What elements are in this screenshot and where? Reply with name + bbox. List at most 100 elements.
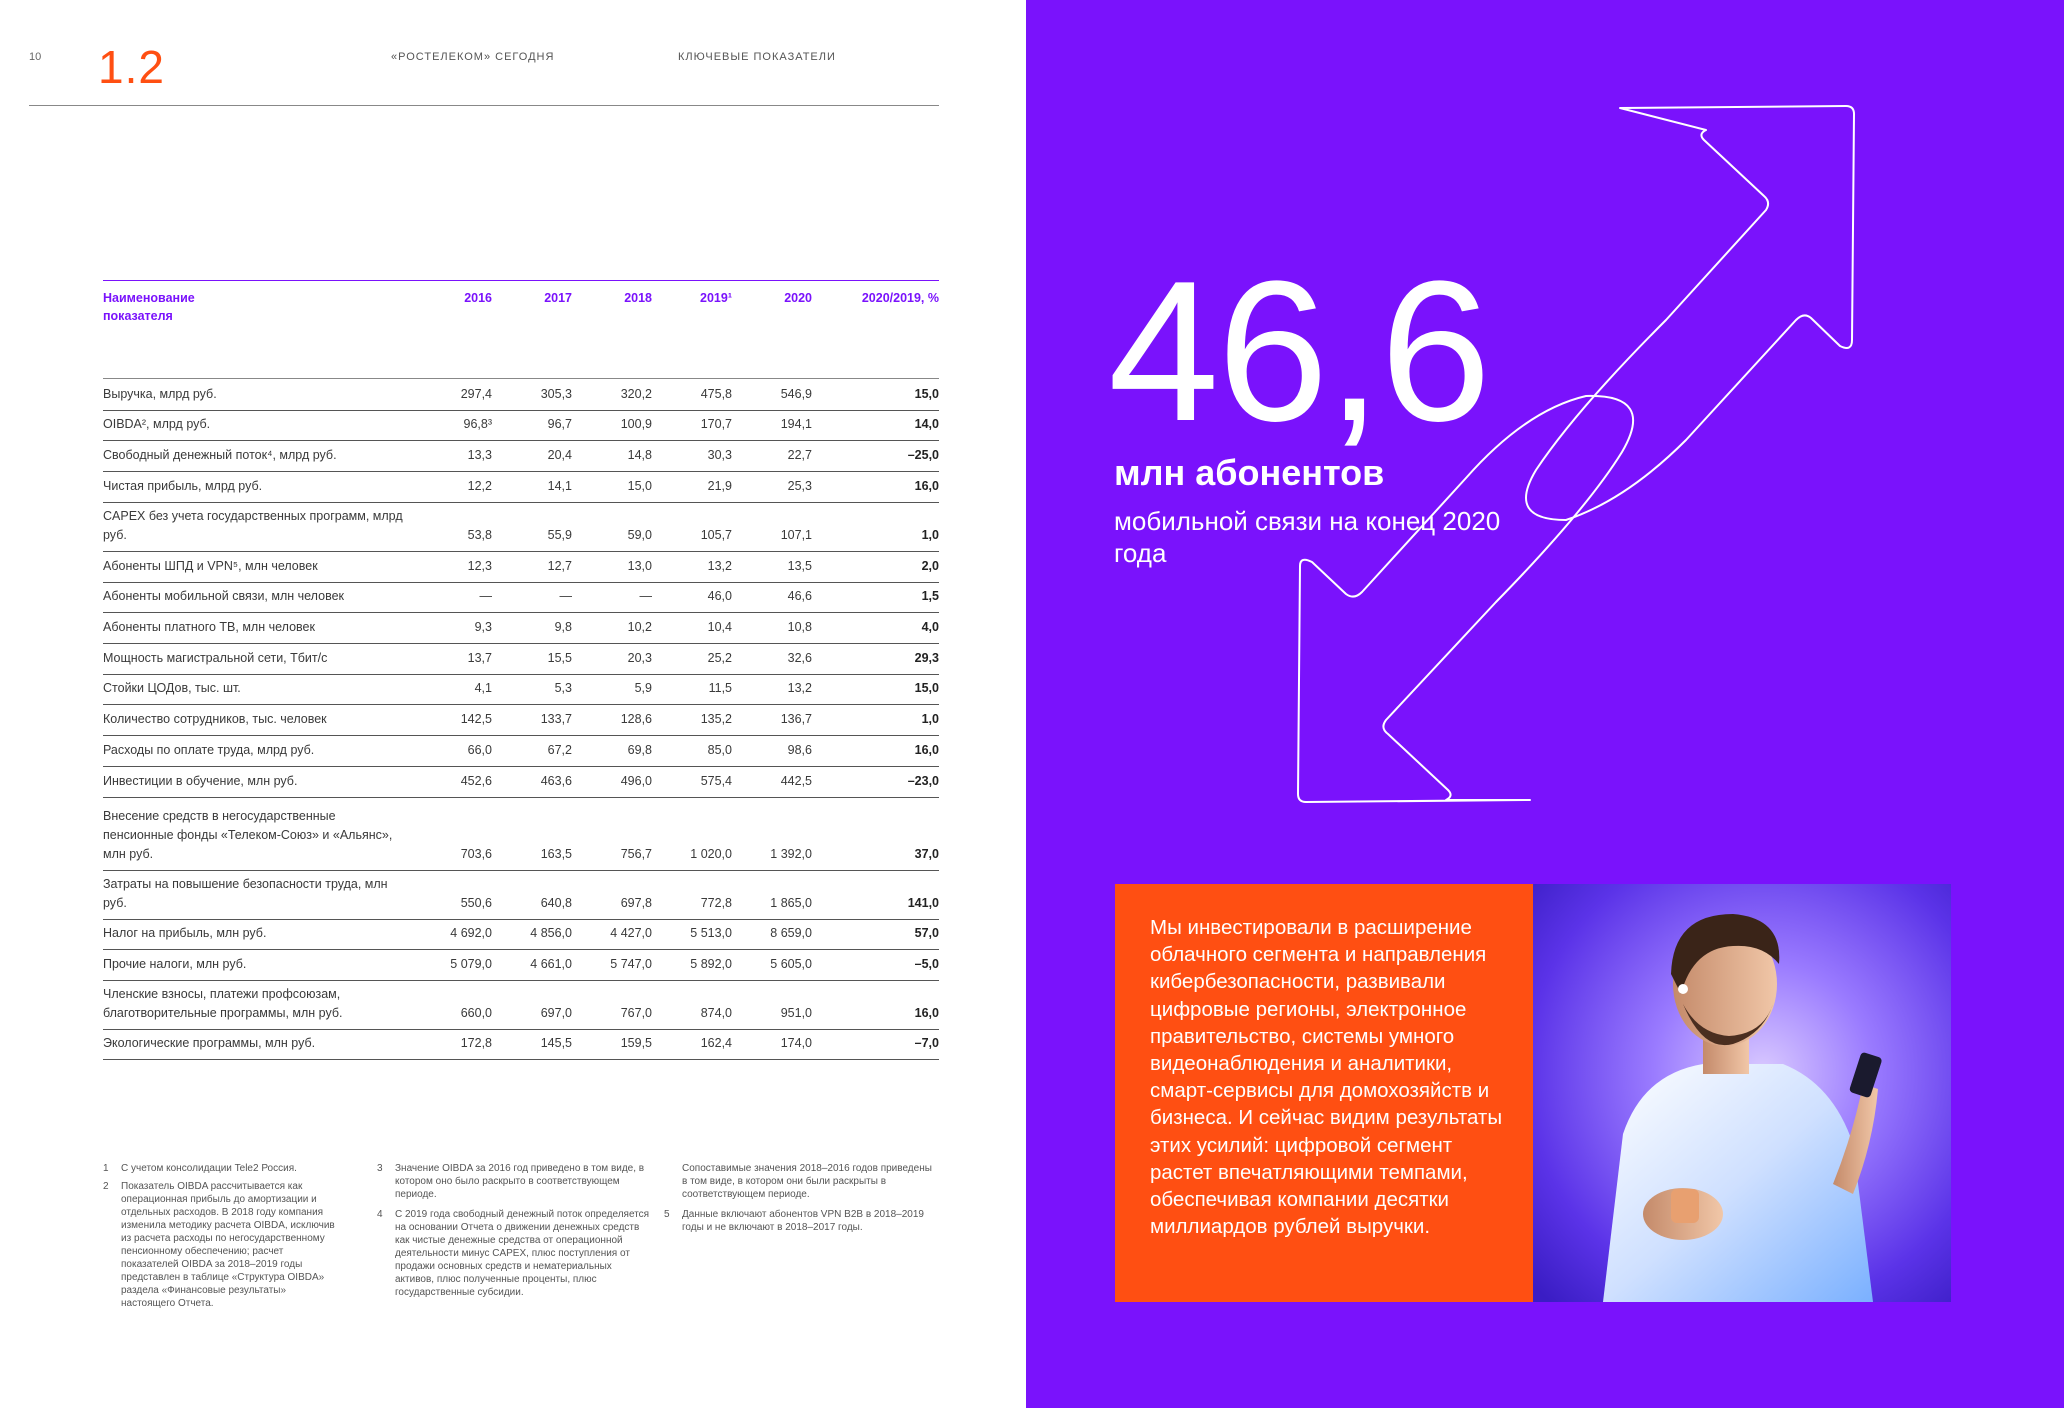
row-value: —	[559, 589, 573, 603]
footnote-number: 2	[103, 1181, 109, 1192]
row-value: 320,2	[620, 387, 652, 401]
row-label: Абоненты платного ТВ, млн человек	[103, 620, 315, 634]
row-value: 20,3	[627, 651, 652, 665]
row-value: 170,7	[700, 417, 732, 431]
row-value: 10,4	[707, 620, 732, 634]
col-header-2017: 2017	[544, 291, 572, 305]
row-value: 142,5	[460, 712, 492, 726]
row-value: 13,0	[627, 559, 652, 573]
row-change-value: 14,0	[914, 417, 939, 431]
row-change-value: 2,0	[921, 559, 939, 573]
row-value: —	[479, 589, 493, 603]
row-value: 13,2	[707, 559, 732, 573]
footnote-text: С учетом консолидации Tele2 Россия.	[121, 1163, 297, 1174]
row-value: 194,1	[780, 417, 812, 431]
table-row: Абоненты ШПД и VPN⁵, млн человек 12,3 12,7…	[103, 552, 939, 583]
row-value: 697,0	[540, 1006, 572, 1020]
section-title-2: КЛЮЧЕВЫЕ ПОКАЗАТЕЛИ	[678, 51, 836, 63]
table-row: CAPEX без учета государственных программ…	[103, 503, 939, 552]
row-value: 135,2	[700, 712, 732, 726]
table-row: Чистая прибыль, млрд руб. 12,2 14,1 15,0 21,…	[103, 472, 939, 503]
row-value: 5 605,0	[770, 957, 812, 971]
row-value: 100,9	[620, 417, 652, 431]
row-value: 53,8	[467, 528, 492, 542]
left-page: 10 1.2 «РОСТЕЛЕКОМ» СЕГОДНЯ КЛЮЧЕВЫЕ ПОК…	[0, 0, 1026, 1408]
row-value: 1 392,0	[770, 847, 812, 861]
table-row: Абоненты платного ТВ, млн человек 9,3 9,8 1…	[103, 613, 939, 644]
row-change-value: 57,0	[914, 926, 939, 940]
col-header-2019: 2019¹	[700, 291, 732, 305]
table-row: Внесение средств в негосударственные пен…	[103, 798, 939, 871]
row-change-value: 15,0	[914, 387, 939, 401]
right-page: 46,6 млн абонентов мобильной связи на ко…	[1026, 0, 2064, 1408]
person-photo	[1533, 884, 1951, 1302]
footnote-number: 3	[377, 1163, 383, 1174]
row-value: 14,1	[547, 479, 572, 493]
row-value: 162,4	[700, 1036, 732, 1050]
row-value: 32,6	[787, 651, 812, 665]
row-value: 13,7	[467, 651, 492, 665]
footnote-text: Значение OIBDA за 2016 год приведено в т…	[395, 1163, 645, 1200]
row-change-value: 1,5	[921, 589, 939, 603]
row-label: Налог на прибыль, млн руб.	[103, 926, 267, 940]
row-change-value: 37,0	[914, 847, 939, 861]
row-value: 452,6	[460, 774, 492, 788]
table-body: Выручка, млрд руб. 297,4 305,3 320,2 475,8 54…	[103, 379, 939, 1060]
row-value: 172,8	[460, 1036, 492, 1050]
row-value: 159,5	[620, 1036, 652, 1050]
row-change-value: 1,0	[921, 528, 939, 542]
row-label: Стойки ЦОДов, тыс. шт.	[103, 681, 241, 695]
row-label: Мощность магистральной сети, Тбит/с	[103, 651, 328, 665]
row-value: 85,0	[707, 743, 732, 757]
table-header: Наименование показателя 2016 2017 2018 2…	[103, 280, 939, 379]
row-value: 8 659,0	[770, 926, 812, 940]
quote-text: Мы инвестировали в расширение облачного …	[1150, 916, 1503, 1239]
row-change-value: –23,0	[907, 774, 939, 788]
row-label: Членские взносы, платежи профсоюзам, бла…	[103, 987, 343, 1020]
row-value: 10,2	[627, 620, 652, 634]
row-value: 442,5	[780, 774, 812, 788]
table-row: OIBDA², млрд руб. 96,8³ 96,7 100,9 170,7 194,…	[103, 411, 939, 441]
row-value: 5 079,0	[450, 957, 492, 971]
footnote-number: 4	[377, 1209, 383, 1220]
table-row: Свободный денежный поток⁴, млрд руб. 13,3…	[103, 441, 939, 472]
table-row: Членские взносы, платежи профсоюзам, бла…	[103, 981, 939, 1030]
row-value: 1 865,0	[770, 896, 812, 910]
row-value: 703,6	[460, 847, 492, 861]
row-value: —	[639, 589, 653, 603]
row-value: 145,5	[540, 1036, 572, 1050]
row-value: 55,9	[547, 528, 572, 542]
row-value: 22,7	[787, 448, 812, 462]
row-label: Затраты на повышение безопасности труда,…	[103, 877, 388, 910]
key-indicators-table: Наименование показателя 2016 2017 2018 2…	[103, 280, 939, 1060]
row-value: 25,2	[707, 651, 732, 665]
row-value: 12,7	[547, 559, 572, 573]
table-row: Количество сотрудников, тыс. человек 142,…	[103, 705, 939, 736]
row-value: 550,6	[460, 896, 492, 910]
table-row: Мощность магистральной сети, Тбит/с 13,7 1…	[103, 644, 939, 675]
row-value: 463,6	[540, 774, 572, 788]
row-label: Выручка, млрд руб.	[103, 387, 217, 401]
row-value: 660,0	[460, 1006, 492, 1020]
row-value: 30,3	[707, 448, 732, 462]
row-value: 697,8	[620, 896, 652, 910]
row-value: 1 020,0	[690, 847, 732, 861]
row-value: 756,7	[620, 847, 652, 861]
row-value: 15,0	[627, 479, 652, 493]
col-header-name: Наименование показателя	[103, 291, 195, 323]
row-change-value: 1,0	[921, 712, 939, 726]
table-row: Экологические программы, млн руб. 172,8 14…	[103, 1030, 939, 1060]
row-value: 13,2	[787, 681, 812, 695]
row-value: 4 856,0	[530, 926, 572, 940]
person-with-phone-image	[1533, 884, 1951, 1302]
row-change-value: 29,3	[914, 651, 939, 665]
col-header-change: 2020/2019, %	[861, 291, 939, 305]
row-label: Расходы по оплате труда, млрд руб.	[103, 743, 315, 757]
header-divider	[29, 105, 939, 106]
footnote-number: 1	[103, 1163, 109, 1174]
row-value: 305,3	[540, 387, 572, 401]
row-value: 11,5	[708, 681, 732, 695]
row-value: 12,3	[467, 559, 492, 573]
row-value: 13,3	[467, 448, 492, 462]
row-value: 9,3	[474, 620, 492, 634]
